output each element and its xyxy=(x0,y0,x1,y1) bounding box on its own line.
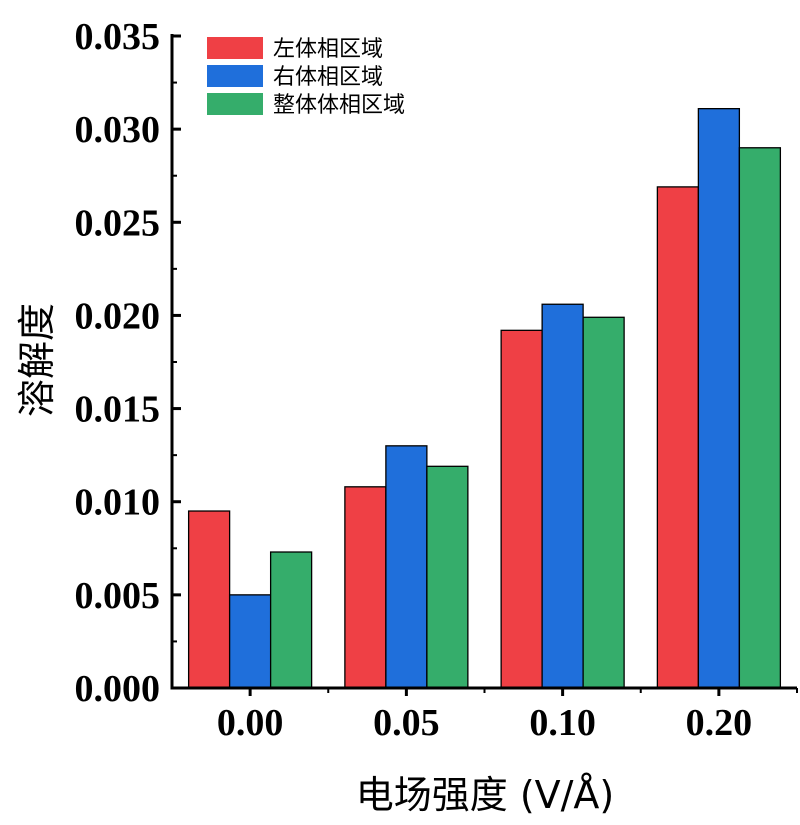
y-tick-label: 0.035 xyxy=(75,16,161,58)
legend-swatch-1 xyxy=(207,65,263,87)
y-axis-title: 溶解度 xyxy=(15,303,59,417)
bar-1-2 xyxy=(426,465,469,689)
legend-label-2: 整体体相区域 xyxy=(273,93,405,118)
y-tick-label: 0.010 xyxy=(75,482,161,524)
bar-3-2 xyxy=(738,147,782,689)
bar-0-0 xyxy=(187,510,231,689)
y-tick-label: 0.030 xyxy=(75,109,161,151)
x-tick-label: 0.20 xyxy=(686,702,753,744)
bar-1-0 xyxy=(344,486,387,689)
y-tick-label: 0.015 xyxy=(75,389,161,431)
y-tick-label: 0.020 xyxy=(75,295,161,337)
y-tick-label: 0.005 xyxy=(75,575,161,617)
bar-1-1 xyxy=(385,445,428,689)
bar-2-2 xyxy=(582,316,625,689)
y-tick-label: 0.025 xyxy=(75,202,161,244)
x-axis-title: 电场强度 (V/Å) xyxy=(356,773,615,817)
y-tick-label: 0.000 xyxy=(75,668,161,710)
bar-3-0 xyxy=(656,186,700,689)
legend-label-1: 右体相区域 xyxy=(273,65,383,90)
x-tick-label: 0.05 xyxy=(373,702,440,744)
legend-label-0: 左体相区域 xyxy=(273,37,383,62)
bar-2-1 xyxy=(541,303,584,689)
bar-2-0 xyxy=(500,329,543,689)
bar-0-2 xyxy=(269,551,313,689)
x-tick-label: 0.10 xyxy=(529,702,596,744)
x-tick-label: 0.00 xyxy=(217,702,284,744)
bar-0-1 xyxy=(228,594,272,689)
legend-swatch-2 xyxy=(207,93,263,115)
axes-layer: 0.00 0.05 0.10 0.20 0.000 0.005 0.010 0.015 0.02… xyxy=(75,16,798,744)
bars-layer xyxy=(187,108,782,689)
bar-3-1 xyxy=(697,108,741,689)
legend-swatch-0 xyxy=(207,37,263,59)
